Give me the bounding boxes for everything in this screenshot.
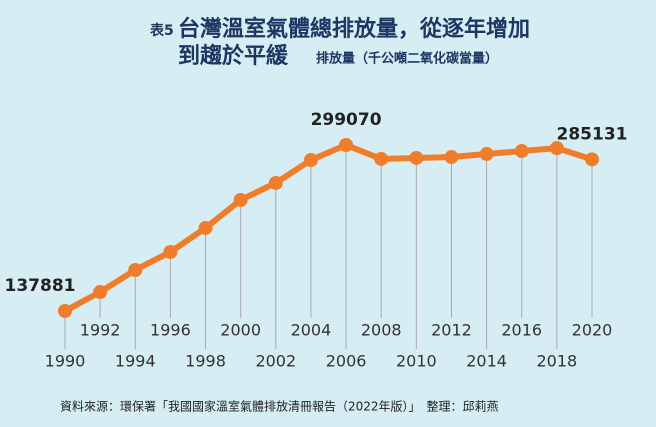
x-tick-label: 2018 — [537, 352, 578, 371]
point — [549, 141, 564, 156]
point — [233, 192, 248, 207]
subtitle: 排放量（千公噸二氧化碳當量） — [316, 51, 498, 67]
x-tick-label: 2002 — [255, 352, 296, 371]
x-tick-label: 2006 — [326, 352, 367, 371]
point — [514, 144, 529, 159]
chart-title: 台灣溫室氣體總排放量，從逐年增加 — [178, 16, 530, 42]
point — [374, 151, 389, 166]
data-label: 137881 — [5, 276, 76, 296]
point — [58, 304, 72, 318]
line — [63, 142, 593, 314]
chart-title: 到趨於平緩 — [178, 43, 289, 69]
point — [198, 220, 213, 235]
x-tick-label: 2010 — [396, 352, 437, 371]
x-tick-label: 1994 — [115, 352, 156, 371]
x-tick-label: 1990 — [45, 352, 86, 371]
point — [163, 244, 178, 259]
point — [128, 262, 143, 277]
source-note: 資料來源：環保署「我國國家溫室氣體排放清冊報告（2022年版）」 整理：邱莉燕 — [60, 399, 499, 414]
x-tick-label: 2020 — [572, 321, 613, 340]
point — [444, 150, 459, 165]
point — [339, 138, 354, 152]
data-label: 299070 — [311, 110, 382, 130]
point — [479, 147, 494, 162]
x-tick-label: 1992 — [80, 321, 121, 340]
x-tick-label: 2014 — [466, 352, 507, 371]
x-tick-label: 2016 — [501, 321, 542, 340]
title-prefix: 表5 — [149, 22, 174, 39]
x-tick-label: 2000 — [220, 321, 261, 340]
x-tick-label: 1996 — [150, 321, 191, 340]
point — [303, 153, 318, 168]
point — [409, 150, 424, 165]
x-tick-label: 1998 — [185, 352, 226, 371]
x-tick-label: 2008 — [361, 321, 402, 340]
point — [93, 285, 108, 300]
data-label: 285131 — [557, 124, 628, 144]
x-tick-label: 2004 — [291, 321, 332, 340]
x-tick-label: 2012 — [431, 321, 472, 340]
point — [585, 152, 599, 167]
point — [268, 175, 283, 190]
